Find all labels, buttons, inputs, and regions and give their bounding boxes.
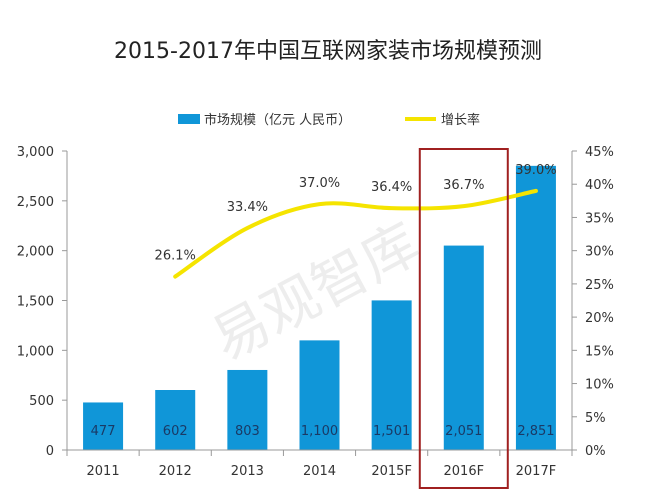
right-tick-label: 5%	[585, 411, 606, 426]
right-tick-label: 40%	[585, 178, 614, 193]
right-tick-label: 45%	[585, 145, 614, 160]
right-tick-label: 0%	[585, 444, 606, 459]
growth-rate-label: 26.1%	[155, 249, 196, 264]
legend-label-market-size: 市场规模（亿元 人民币）	[204, 112, 351, 128]
right-tick-label: 30%	[585, 245, 614, 260]
x-axis: 2011 2012 2013 2014 2015F 2016F 2017F	[66, 449, 573, 479]
bar-value-label: 1,501	[373, 424, 410, 439]
legend-bar-swatch	[178, 114, 200, 124]
bar	[515, 165, 556, 450]
bar-value-label: 1,100	[301, 424, 338, 439]
x-tick-label: 2014	[303, 464, 336, 479]
left-tick-label: 2,000	[17, 245, 54, 260]
left-tick-label: 500	[29, 394, 54, 409]
bar-series: 477 602 803 1,100 1,501 2,051 2,851	[83, 165, 556, 450]
bar	[299, 340, 340, 450]
bar	[443, 245, 484, 450]
bar	[227, 369, 268, 450]
growth-rate-line	[173, 188, 538, 279]
growth-rate-label: 36.4%	[371, 180, 412, 195]
left-tick-label: 1,000	[17, 344, 54, 359]
legend-label-growth-rate: 增长率	[441, 112, 480, 128]
growth-rate-label: 33.4%	[227, 200, 268, 215]
highlight-layer	[418, 148, 509, 489]
chart-title: 2015-2017年中国互联网家装市场规模预测	[114, 39, 542, 64]
x-tick-label: 2016F	[444, 464, 485, 479]
bar-value-label: 477	[91, 424, 116, 439]
left-tick-label: 3,000	[17, 145, 54, 160]
growth-rate-label: 37.0%	[299, 176, 340, 191]
x-tick-label: 2017F	[516, 464, 557, 479]
bar-value-label: 2,851	[517, 424, 554, 439]
right-tick-label: 25%	[585, 278, 614, 293]
x-tick-label: 2015F	[371, 464, 412, 479]
highlight-box	[418, 148, 509, 489]
bar	[83, 402, 124, 450]
right-tick-label: 20%	[585, 311, 614, 326]
bar	[371, 300, 412, 450]
line-series: 26.1% 33.4% 37.0% 36.4% 36.7% 39.0%	[155, 163, 557, 279]
left-tick-label: 0	[46, 444, 54, 459]
right-axis: 0% 5% 10% 15% 20% 25% 30% 35% 40% 45%	[571, 145, 614, 459]
bar	[155, 390, 196, 450]
bar-value-label: 2,051	[445, 424, 482, 439]
x-tick-label: 2013	[231, 464, 264, 479]
left-tick-label: 2,500	[17, 195, 54, 210]
bar-value-label: 602	[163, 424, 188, 439]
right-tick-label: 35%	[585, 211, 614, 226]
legend: 市场规模（亿元 人民币） 增长率	[178, 112, 480, 128]
growth-rate-label: 39.0%	[515, 163, 556, 178]
left-tick-label: 1,500	[17, 295, 54, 310]
right-tick-label: 10%	[585, 378, 614, 393]
bar-value-label: 803	[235, 424, 260, 439]
growth-rate-label: 36.7%	[443, 178, 484, 193]
right-tick-label: 15%	[585, 344, 614, 359]
left-axis: 0 500 1,000 1,500 2,000 2,500 3,000	[17, 145, 68, 459]
x-tick-label: 2012	[159, 464, 192, 479]
x-tick-label: 2011	[87, 464, 120, 479]
